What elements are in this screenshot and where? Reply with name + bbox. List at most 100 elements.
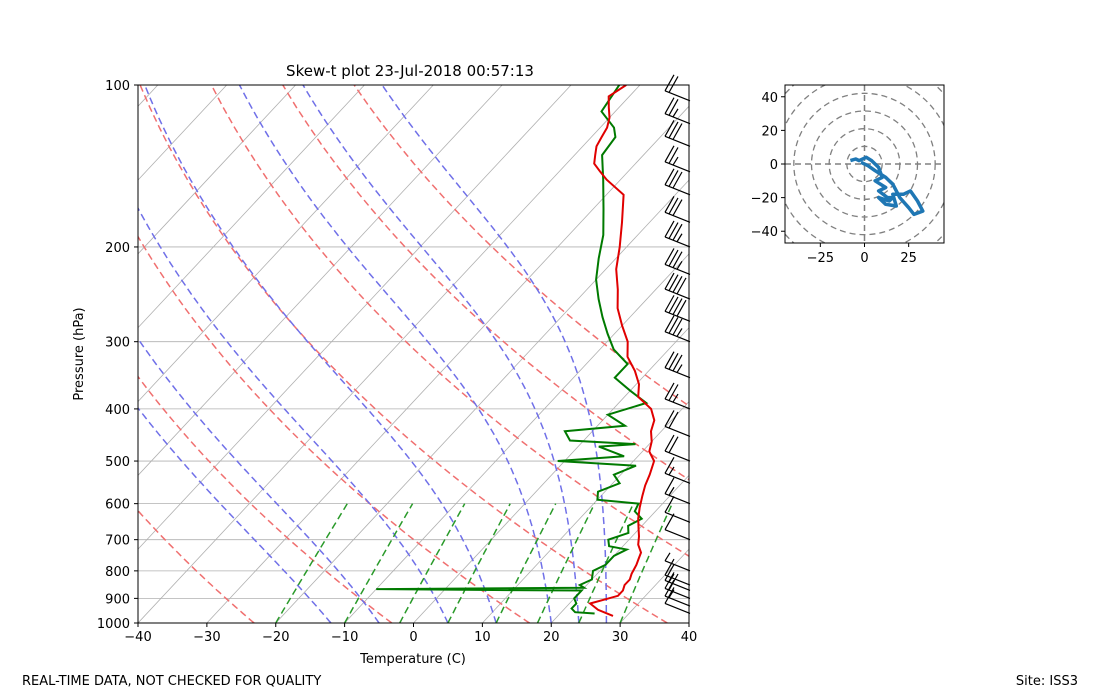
skewed-isotherms <box>138 85 689 623</box>
mixing-ratio-12 <box>495 503 557 623</box>
wind-barb <box>664 120 691 147</box>
barb-staff <box>664 211 691 223</box>
y-tick-label: 700 <box>105 534 130 549</box>
barb-flag <box>664 558 675 576</box>
barb-flag <box>668 249 679 267</box>
barb-flag <box>668 147 679 164</box>
hodograph-trace <box>849 155 925 217</box>
barb-staff <box>664 574 691 586</box>
barb-flag <box>664 272 675 290</box>
dry-adiabat-270 <box>138 375 393 623</box>
barb-half-flag <box>676 364 683 373</box>
isotherm--30 <box>206 105 689 623</box>
barb-staff <box>664 493 691 505</box>
temperature-line <box>587 85 656 617</box>
dry-adiabat-330 <box>210 85 689 558</box>
hodo-y-tick-label: 0 <box>770 158 778 173</box>
barb-flag <box>664 248 675 265</box>
barb-half-flag <box>668 466 675 476</box>
isotherm-0 <box>413 327 689 623</box>
barb-flag <box>664 477 675 494</box>
barb-flag <box>664 74 675 92</box>
mixing-ratio--10 <box>343 503 414 623</box>
x-tick-label: −40 <box>124 630 151 645</box>
isotherm-30 <box>619 548 689 623</box>
barb-flag <box>664 196 675 213</box>
barb-flag <box>664 97 675 114</box>
dry-adiabats <box>138 85 689 623</box>
y-tick-label: 100 <box>105 79 130 94</box>
wind-barb <box>664 410 691 437</box>
barb-flag <box>672 318 683 336</box>
isobar-grid <box>138 85 689 623</box>
wind-barb <box>664 457 691 484</box>
barb-flag <box>664 382 675 400</box>
y-tick-label: 600 <box>105 498 130 513</box>
barb-flag <box>664 564 675 581</box>
barb-half-flag <box>676 233 683 243</box>
barb-flag <box>668 121 679 139</box>
isotherm--80 <box>138 85 365 329</box>
x-tick-label: −10 <box>331 630 358 645</box>
wind-barb <box>664 295 691 322</box>
barb-flag <box>664 295 675 312</box>
barb-half-flag <box>676 328 683 337</box>
wind-barb <box>664 558 691 586</box>
wind-barb <box>664 552 691 572</box>
moist-adiabat-20 <box>238 85 553 623</box>
barb-half-flag <box>672 393 679 403</box>
barb-flag <box>668 384 679 401</box>
barb-flag <box>664 496 675 513</box>
x-tick-label: −30 <box>193 630 220 645</box>
isotherm-10 <box>482 400 689 623</box>
hodograph-x-ticks: −25 0 25 <box>807 243 917 266</box>
mixing-ratio-30 <box>619 503 673 623</box>
wind-barb <box>664 74 691 102</box>
isotherm--40 <box>138 85 641 623</box>
barb-flag <box>664 168 675 186</box>
wind-barb <box>664 496 691 523</box>
barb-half-flag <box>676 260 683 270</box>
barb-half-flag <box>664 552 671 562</box>
mixing-ratio-18 <box>536 503 596 623</box>
dry-adiabat-250 <box>138 509 255 623</box>
moist-adiabat--12 <box>138 406 332 623</box>
y-tick-label: 1000 <box>97 617 130 632</box>
mixing-ratio-5 <box>447 503 511 623</box>
skewt-ylabel: Pressure (hPa) <box>72 307 87 400</box>
barb-staff <box>664 425 691 437</box>
barb-flag <box>664 315 675 332</box>
mixing-ratio--20 <box>275 503 348 623</box>
wind-barb <box>664 434 691 462</box>
barb-flag <box>668 411 679 429</box>
moist-adiabat-28 <box>381 85 608 623</box>
hodo-y-tick-label: −20 <box>751 192 778 207</box>
quality-notice: REAL-TIME DATA, NOT CHECKED FOR QUALITY <box>22 674 322 689</box>
barb-flag <box>672 171 683 189</box>
isotherm--10 <box>344 253 689 623</box>
barb-flag <box>676 299 687 317</box>
barb-flag <box>668 573 679 591</box>
barb-flag <box>668 197 679 215</box>
dry-adiabat-350 <box>282 85 689 481</box>
hodo-y-tick-label: −40 <box>751 225 778 240</box>
skewt-title: Skew-t plot 23-Jul-2018 00:57:13 <box>286 62 534 80</box>
wind-barb <box>664 168 691 196</box>
isotherm--20 <box>275 179 689 623</box>
wind-barb <box>664 477 691 505</box>
skewt-x-ticks: −40 −30 −20 −10 0 10 20 30 40 <box>124 623 697 645</box>
barb-flag <box>672 275 683 293</box>
x-tick-label: 30 <box>612 630 629 645</box>
hodo-x-tick-label: 0 <box>860 251 868 266</box>
wind-barbs <box>664 74 691 615</box>
dewpoint-line <box>376 85 649 615</box>
wind-barb <box>664 220 691 248</box>
dry-adiabat-310 <box>139 85 668 623</box>
barb-staff <box>664 135 691 147</box>
barb-half-flag <box>672 108 679 118</box>
y-tick-label: 400 <box>105 403 130 418</box>
barb-flag <box>664 351 675 369</box>
wind-barb <box>664 315 691 343</box>
site-label: Site: ISS3 <box>1015 674 1078 689</box>
